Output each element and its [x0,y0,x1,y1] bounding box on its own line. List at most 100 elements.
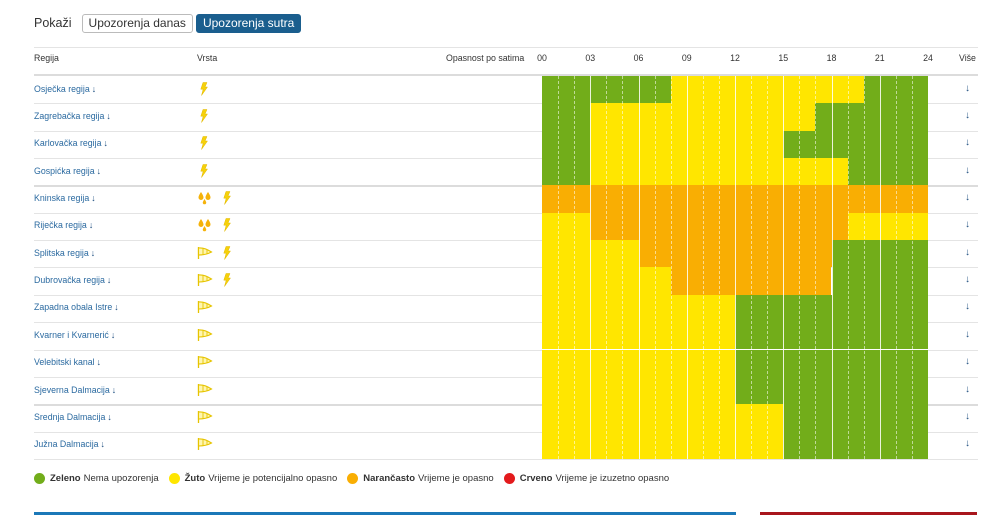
warning-types [197,218,234,233]
region-name: Splitska regija [34,247,89,258]
hour-gridline [719,76,720,459]
hour-gridline [896,76,897,459]
region-link[interactable]: Južna Dalmacija ↓ [34,439,105,449]
hour-gridline [655,76,656,459]
hour-gridline [590,76,591,459]
region-link[interactable]: Riječka regija ↓ [34,220,93,230]
more-arrow-icon[interactable]: ↓ [965,246,970,258]
tab-warnings-tomorrow[interactable]: Upozorenja sutra [195,13,302,33]
arrow-down-icon: ↓ [91,193,96,204]
more-arrow-icon[interactable]: ↓ [965,438,970,450]
header-more: Više [959,53,976,63]
hour-gridline [751,76,752,459]
arrow-down-icon: ↓ [90,247,96,258]
arrow-down-icon: ↓ [107,411,112,422]
wind-icon [197,328,213,342]
legend-description: Vrijeme je izuzetno opasno [555,473,670,484]
hour-label: 06 [633,53,644,63]
legend-color-dot [168,473,180,484]
lightning-icon [197,109,211,123]
region-link[interactable]: Splitska regija ↓ [34,248,95,258]
region-link[interactable]: Srednja Dalmacija ↓ [34,412,112,422]
region-name: Gospićka regija [34,165,95,176]
region-link[interactable]: Zapadna obala Istre ↓ [34,302,119,312]
region-link[interactable]: Sjeverna Dalmacija ↓ [34,385,116,395]
header-hours: Opasnost po satima [446,53,525,63]
hour-gridline [622,76,623,459]
arrow-down-icon: ↓ [88,220,94,231]
show-label: Pokaži [34,16,72,30]
arrow-down-icon: ↓ [106,275,112,286]
row-divider [34,404,978,407]
hour-gridline [767,76,768,459]
hour-gridline [574,76,575,459]
lightning-icon [220,273,234,287]
arrow-down-icon: ↓ [96,357,102,368]
wind-icon [197,410,213,424]
legend-name: Narančasto [363,473,415,484]
region-name: Južna Dalmacija [34,439,99,450]
more-arrow-icon[interactable]: ↓ [965,219,970,231]
row-divider [34,158,978,160]
region-name: Zagrebačka regija [34,111,105,122]
more-arrow-icon[interactable]: ↓ [965,356,970,368]
hour-gridline [558,76,559,459]
hour-label: 24 [923,53,933,63]
more-arrow-icon[interactable]: ↓ [965,82,970,94]
hour-segment [590,158,848,186]
legend-color-dot [503,473,515,484]
hour-gridline [703,76,704,459]
region-link[interactable]: Kvarner i Kvarnerić ↓ [34,330,115,340]
legend-name: Crveno [519,473,553,484]
arrow-down-icon: ↓ [91,83,97,94]
warning-types [197,109,211,123]
arrow-down-icon: ↓ [106,111,111,122]
region-link[interactable]: Osječka regija ↓ [34,84,96,94]
region-name: Karlovačka regija [34,138,102,149]
region-name: Dubrovačka regija [34,275,105,286]
hour-gridline [687,76,688,459]
lightning-icon [220,246,234,260]
arrow-down-icon: ↓ [100,439,105,450]
arrow-down-icon: ↓ [111,384,117,395]
more-arrow-icon[interactable]: ↓ [965,301,970,313]
hour-label: 09 [681,53,692,63]
region-link[interactable]: Kninska regija ↓ [34,193,96,203]
arrow-down-icon: ↓ [96,165,102,176]
more-arrow-icon[interactable]: ↓ [965,110,970,122]
more-arrow-icon[interactable]: ↓ [965,137,970,149]
hour-segment [831,267,928,295]
section-bar-blue [34,512,736,515]
legend-color-dot [347,473,359,484]
warning-types [197,383,213,397]
warning-types [197,300,213,314]
lightning-icon [220,191,234,205]
tab-warnings-today[interactable]: Upozorenja danas [81,13,193,33]
legend-item: Zeleno Nema upozorenja [34,473,159,484]
more-arrow-icon[interactable]: ↓ [965,383,970,395]
lightning-icon [197,163,211,178]
hour-gridline [864,76,865,459]
hour-segment [542,431,784,459]
hour-label: 18 [826,53,837,63]
hour-segment [590,103,816,131]
region-link[interactable]: Gospićka regija ↓ [34,166,101,176]
more-arrow-icon[interactable]: ↓ [965,192,970,204]
legend-item: Žuto Vrijeme je potencijalno opasno [168,473,337,484]
region-name: Kvarner i Kvarnerić [34,329,109,340]
more-arrow-icon[interactable]: ↓ [965,410,970,422]
hour-segment [542,404,784,432]
row-divider [34,240,978,242]
region-link[interactable]: Karlovačka regija ↓ [34,138,108,148]
hour-segment [542,212,591,241]
arrow-down-icon: ↓ [103,138,108,149]
region-link[interactable]: Dubrovačka regija ↓ [34,275,111,285]
region-link[interactable]: Velebitski kanal ↓ [34,357,101,367]
more-arrow-icon[interactable]: ↓ [965,274,970,286]
region-link[interactable]: Zagrebačka regija ↓ [34,111,111,121]
more-arrow-icon[interactable]: ↓ [965,164,970,176]
hour-segment [847,212,928,241]
hour-segment [542,130,591,159]
more-arrow-icon[interactable]: ↓ [965,328,970,340]
warning-types [197,328,213,342]
